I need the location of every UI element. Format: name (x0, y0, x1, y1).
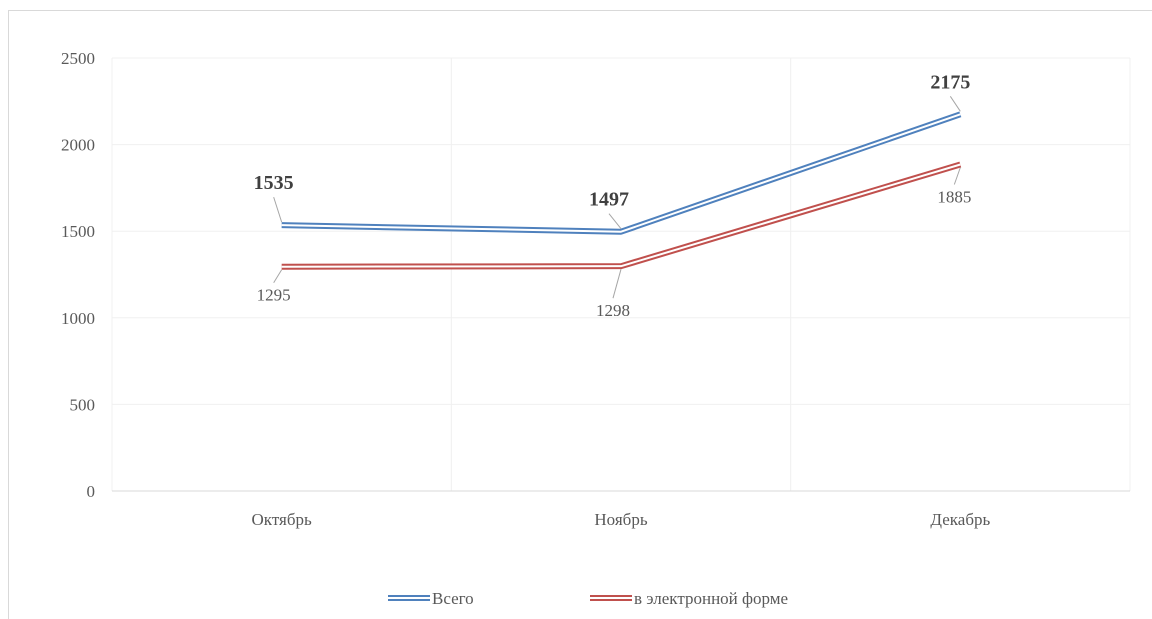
x-tick-label: Октябрь (252, 510, 312, 529)
y-axis: 0 500 1000 1500 2000 2500 (61, 49, 95, 501)
legend-label: в электронной форме (634, 589, 788, 608)
gridlines (111, 57, 1131, 491)
data-label-leader (608, 213, 622, 230)
series-line-0 (281, 111, 962, 235)
data-label: 2175 (930, 71, 970, 93)
legend-item-0: Всего (388, 589, 474, 608)
y-tick-label: 2000 (61, 136, 95, 155)
x-axis: Октябрь Ноябрь Декабрь (112, 490, 1130, 529)
data-labels: 1535 1497 2175 1295 1298 1885 (254, 71, 972, 320)
y-tick-label: 1500 (61, 222, 95, 241)
x-tick-label: Декабрь (930, 510, 990, 529)
data-label-leader (273, 269, 283, 283)
data-label: 1497 (589, 189, 629, 211)
legend: Всего в электронной форме (388, 589, 788, 608)
chart-frame (8, 10, 1152, 619)
data-label-leader (612, 269, 622, 299)
legend-item-1: в электронной форме (590, 589, 788, 608)
data-label-leader (953, 167, 961, 185)
y-tick-label: 2500 (61, 49, 95, 68)
legend-label: Всего (432, 589, 474, 608)
data-label-leader (949, 96, 961, 112)
series-line-1 (281, 161, 962, 270)
y-tick-label: 500 (70, 395, 96, 414)
data-label: 1885 (937, 188, 971, 207)
x-tick-label: Ноябрь (594, 510, 647, 529)
data-label: 1295 (257, 286, 291, 305)
data-label-leader (273, 196, 283, 223)
data-label: 1298 (596, 301, 630, 320)
y-tick-label: 0 (87, 482, 96, 501)
series-layer (281, 111, 962, 270)
data-label: 1535 (254, 172, 294, 194)
y-tick-label: 1000 (61, 309, 95, 328)
